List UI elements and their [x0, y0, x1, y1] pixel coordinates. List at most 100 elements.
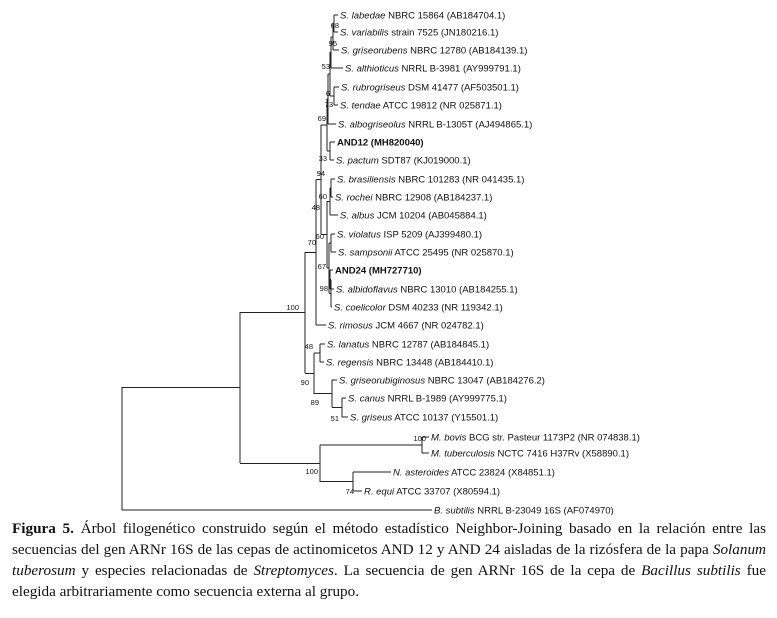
strain-accession: ATCC 25495 (NR 025870.1) [392, 248, 513, 259]
taxon-label-tuberculosis: M. tuberculosis NCTC 7416 H37Rv (X58890.… [431, 449, 629, 460]
taxon-label-brasiliensis: S. brasiliensis NBRC 101283 (NR 041435.1… [337, 175, 524, 186]
strain-accession: NBRC 13010 (AB184255.1) [398, 285, 518, 296]
species-name: S. griseus [350, 413, 392, 424]
taxon-label-albus: S. albus JCM 10204 (AB045884.1) [340, 211, 487, 222]
bootstrap-value: 33 [319, 154, 327, 163]
species-name: S. althioticus [345, 64, 399, 75]
species-name: S. canus [348, 394, 385, 405]
bootstrap-value: 95 [329, 39, 337, 48]
species-name: S. albogriseolus [338, 120, 406, 131]
strain-accession: NCTC 7416 H37Rv (X58890.1) [495, 449, 629, 460]
taxon-label-labedae: S. labedae NBRC 15864 (AB184704.1) [340, 11, 505, 22]
species-name: S. griseorubiginosus [339, 376, 425, 387]
species-name: S. rochei [335, 193, 373, 204]
strain-accession: NBRC 12787 (AB184845.1) [369, 340, 489, 351]
taxon-label-violatus: S. violatus ISP 5209 (AJ399480.1) [337, 230, 482, 241]
caption-part: Árbol filogenético construido según el m… [12, 520, 766, 558]
species-name: S. rubrogriseus [341, 83, 406, 94]
bootstrap-value: 67 [318, 262, 326, 271]
strain-accession: BCG str. Pasteur 1173P2 (NR 074838.1) [466, 433, 640, 444]
bootstrap-value: 74 [346, 487, 354, 496]
phylogenetic-tree: S. labedae NBRC 15864 (AB184704.1) S. var… [121, 11, 640, 516]
strain-accession: ATCC 33707 (X80594.1) [394, 487, 500, 498]
species-name: S. albus [340, 211, 375, 222]
strain-accession: NBRC 13448 (AB184410.1) [374, 358, 494, 369]
taxon-label-regensis: S. regensis NBRC 13448 (AB184410.1) [326, 358, 493, 369]
taxon-label-variabilis: S. variabilis strain 7525 (JN180216.1) [340, 28, 498, 39]
bootstrap-value: 94 [317, 169, 325, 178]
tree-branches [121, 14, 432, 511]
species-name: S. labedae [340, 11, 385, 22]
taxon-label-albidoflavus: S. albidoflavus NBRC 13010 (AB184255.1) [336, 285, 518, 296]
strain-accession: NRRL B-1989 (AY999775.1) [385, 394, 507, 405]
species-name: S. pactum [336, 156, 379, 167]
strain-accession: NRRL B-23049 16S (AF074970) [475, 506, 614, 516]
caption-part: fue elegida arbitrariamente como secuenc… [12, 562, 767, 600]
taxon-label-pactum: S. pactum SDT87 (KJ019000.1) [336, 156, 471, 167]
strain-accession: DSM 40233 (NR 119342.1) [386, 303, 503, 314]
species-name: S. griseorubens [341, 46, 408, 57]
bootstrap-value: 100 [413, 434, 426, 443]
strain-accession: NBRC 12780 (AB184139.1) [408, 46, 528, 57]
taxon-label-rubrogriseus: S. rubrogriseus DSM 41477 (AF503501.1) [341, 83, 519, 94]
species-name: S. rimosus [328, 321, 373, 332]
species-name: S. lanatus [327, 340, 369, 351]
taxon-label-bovis: M. bovis BCG str. Pasteur 1173P2 (NR 074… [431, 433, 640, 444]
strain-accession: ISP 5209 (AJ399480.1) [381, 230, 482, 241]
taxon-label-and24: AND24 (MH727710) [335, 266, 422, 277]
bootstrap-value: 60 [316, 232, 324, 241]
caption-part: Solanum tuberosum [12, 541, 766, 579]
strain-accession: JCM 4667 (NR 024782.1) [373, 321, 484, 332]
species-name: S. tendae [340, 101, 381, 112]
bootstrap-value: 100 [305, 467, 318, 476]
bootstrap-value: 73 [325, 100, 333, 109]
taxon-label-canus: S. canus NRRL B-1989 (AY999775.1) [348, 394, 507, 405]
strain-accession: JCM 10204 (AB045884.1) [374, 211, 486, 222]
species-name: S. variabilis [340, 28, 389, 39]
species-name: S. regensis [326, 358, 374, 369]
bootstrap-value: 100 [286, 303, 299, 312]
taxon-label-asteroides: N. asteroides ATCC 23824 (X84851.1) [393, 468, 555, 479]
bootstrap-value: 51 [331, 414, 339, 423]
strain-accession: NBRC 12908 (AB184237.1) [373, 193, 493, 204]
strain-accession: strain 7525 (JN180216.1) [389, 28, 499, 39]
taxon-label-althioticus: S. althioticus NRRL B-3981 (AY999791.1) [345, 64, 521, 75]
taxon-label-coelicolor: S. coelicolor DSM 40233 (NR 119342.1) [334, 303, 503, 314]
species-name: M. bovis [431, 433, 467, 444]
strain-accession: SDT87 (KJ019000.1) [379, 156, 471, 167]
bootstrap-value: 98 [320, 284, 328, 293]
bootstrap-value: 6 [326, 89, 330, 98]
bootstrap-value: 70 [308, 238, 316, 247]
strain-accession: NBRC 101283 (NR 041435.1) [396, 175, 525, 186]
species-name: S. brasiliensis [337, 175, 396, 186]
taxon-label-tendae: S. tendae ATCC 19812 (NR 025871.1) [340, 101, 502, 112]
taxon-label-lanatus: S. lanatus NBRC 12787 (AB184845.1) [327, 340, 489, 351]
strain-accession: NBRC 15864 (AB184704.1) [385, 11, 505, 22]
taxon-label-sampsonii: S. sampsonii ATCC 25495 (NR 025870.1) [338, 248, 514, 259]
bootstrap-value: 53 [322, 62, 330, 71]
species-name: S. coelicolor [334, 303, 387, 314]
taxon-labels: S. labedae NBRC 15864 (AB184704.1) S. var… [326, 11, 640, 516]
bootstrap-value: 68 [331, 21, 339, 30]
taxon-label-equi: R. equi ATCC 33707 (X80594.1) [364, 487, 500, 498]
strain-accession: ATCC 23824 (X84851.1) [449, 468, 555, 479]
bootstrap-value: 69 [318, 114, 326, 123]
species-name: M. tuberculosis [431, 449, 495, 460]
taxon-label-griseorubens: S. griseorubens NBRC 12780 (AB184139.1) [341, 46, 527, 57]
bootstrap-values: 68 95 53 6 73 69 33 94 48 60 60 67 98 70 100 48 90 89 51 10… [286, 21, 426, 496]
species-name: N. asteroides [393, 468, 449, 479]
bootstrap-value: 90 [301, 378, 309, 387]
strain-accession: DSM 41477 (AF503501.1) [405, 83, 519, 94]
bootstrap-value: 48 [305, 342, 313, 351]
species-name: S. sampsonii [338, 248, 393, 259]
taxon-label-griseus: S. griseus ATCC 10137 (Y15501.1) [350, 413, 498, 424]
species-name: R. equi [364, 487, 395, 498]
strain-accession: AND24 (MH727710) [335, 266, 422, 277]
strain-accession: AND12 (MH820040) [337, 138, 424, 149]
species-name: S. violatus [337, 230, 381, 241]
bootstrap-value: 60 [319, 192, 327, 201]
strain-accession: NBRC 13047 (AB184276.2) [425, 376, 545, 387]
strain-accession: NRRL B-1305T (AJ494865.1) [406, 120, 533, 131]
species-name: B. subtilis [434, 506, 475, 516]
species-name: S. albidoflavus [336, 285, 398, 296]
